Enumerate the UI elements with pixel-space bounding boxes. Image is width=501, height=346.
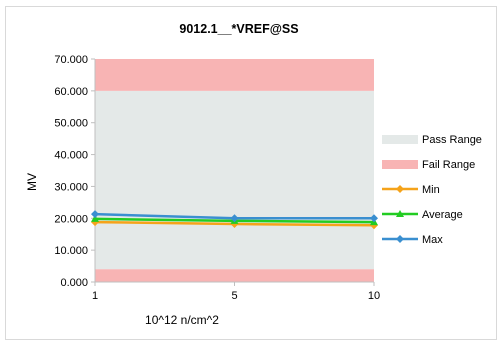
plot-area xyxy=(95,59,374,282)
legend-marker-average xyxy=(396,210,404,217)
x-tick-label: 10 xyxy=(368,290,380,302)
band-fail-range-1 xyxy=(95,59,374,91)
legend-swatch-pass-range xyxy=(382,135,418,144)
legend-label: Fail Range xyxy=(422,159,475,171)
x-axis-label: 10^12 n/cm^2 xyxy=(145,313,219,327)
data-point-max xyxy=(91,210,99,219)
x-tick-label: 5 xyxy=(231,290,237,302)
y-tick-label: 30.000 xyxy=(54,181,88,193)
chart: 0.000 10.000 20.000 30.000 40.000 50.000 60.00… xyxy=(25,22,482,327)
y-axis: 0.000 10.000 20.000 30.000 40.000 50.000 60.00… xyxy=(54,54,96,289)
y-tick-label: 0.000 xyxy=(60,277,88,289)
legend-label: Pass Range xyxy=(422,134,482,146)
legend: Pass Range Fail Range Min Average Max xyxy=(382,134,482,246)
chart-frame: 0.000 10.000 20.000 30.000 40.000 50.000 60.00… xyxy=(5,6,497,340)
y-tick-label: 10.000 xyxy=(54,245,88,257)
band-fail-range-2 xyxy=(95,269,374,282)
legend-swatch-fail-range xyxy=(382,160,418,169)
data-point-max xyxy=(370,214,378,223)
y-tick-label: 60.000 xyxy=(54,86,88,98)
y-tick-label: 50.000 xyxy=(54,118,88,130)
legend-label: Max xyxy=(422,234,443,246)
chart-title: 9012.1__*VREF@SS xyxy=(179,22,298,36)
series-layer xyxy=(91,210,378,230)
data-point-average xyxy=(91,214,99,222)
y-axis-label: MV xyxy=(25,173,39,191)
legend-label: Min xyxy=(422,184,440,196)
y-tick-label: 40.000 xyxy=(54,150,88,162)
legend-marker-min xyxy=(396,185,404,193)
data-point-max xyxy=(230,214,239,223)
x-tick-label: 1 xyxy=(92,290,98,302)
y-tick-label: 20.000 xyxy=(54,213,88,225)
band-pass-range-0 xyxy=(95,90,374,270)
x-axis: 1 5 10 xyxy=(92,281,380,302)
y-tick-label: 70.000 xyxy=(54,54,88,66)
legend-marker-max xyxy=(396,235,404,243)
legend-label: Average xyxy=(422,209,463,221)
